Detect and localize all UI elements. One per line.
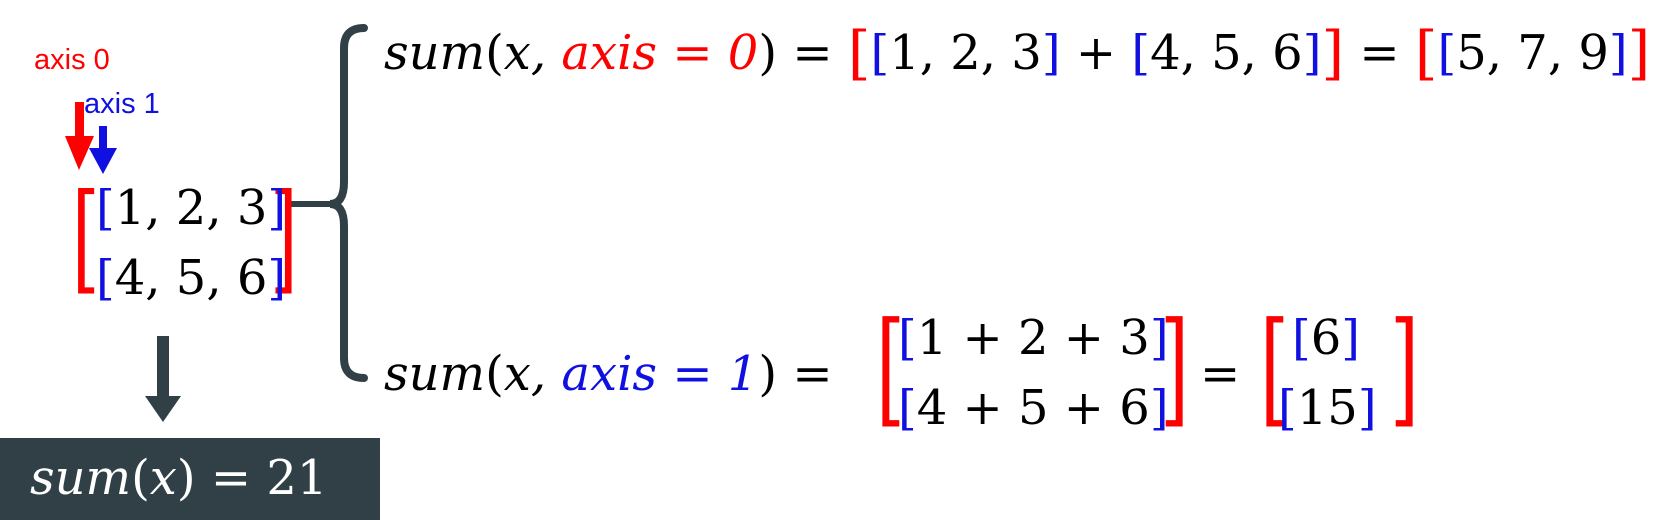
axis-1-res-outer-right-bracket: ] — [1390, 296, 1420, 440]
axis-1-mid-row-2: [4 + 5 + 6] — [898, 380, 1169, 436]
axis-1-result-row-2: [15] — [1278, 380, 1377, 436]
axis-0-label: axis 0 — [34, 44, 110, 76]
down-arrow-dark-icon — [145, 336, 181, 422]
axis-1-mid-outer-right-bracket: ] — [1160, 296, 1190, 440]
axis-1-mid-row-1: [1 + 2 + 3] — [898, 310, 1169, 366]
left-curly-brace-icon — [329, 24, 368, 382]
down-arrow-blue-icon — [89, 126, 117, 174]
axis-1-label: axis 1 — [84, 88, 160, 120]
total-sum-box: sum(x) = 21 — [0, 438, 380, 520]
matrix-outer-left-bracket: [ — [72, 168, 100, 306]
matrix-outer-right-bracket: ] — [270, 168, 298, 306]
matrix-row-1: [1, 2, 3] — [96, 180, 287, 236]
matrix-row-2: [4, 5, 6] — [96, 250, 287, 306]
axis-1-result-row-1: [6] — [1292, 310, 1361, 366]
total-sum-equation: sum(x) = 21 — [30, 450, 328, 506]
down-arrow-red-icon — [65, 102, 94, 170]
axis-1-res-outer-left-bracket: [ — [1260, 296, 1290, 440]
axis-0-equation: sum(x, axis = 0) = [[1, 2, 3] + [4, 5, 6… — [384, 19, 1651, 87]
axis-1-equation-lhs: sum(x, axis = 1) = — [384, 346, 833, 402]
axis-1-mid-outer-left-bracket: [ — [876, 296, 906, 440]
axis-1-equals-2: = — [1200, 346, 1241, 402]
